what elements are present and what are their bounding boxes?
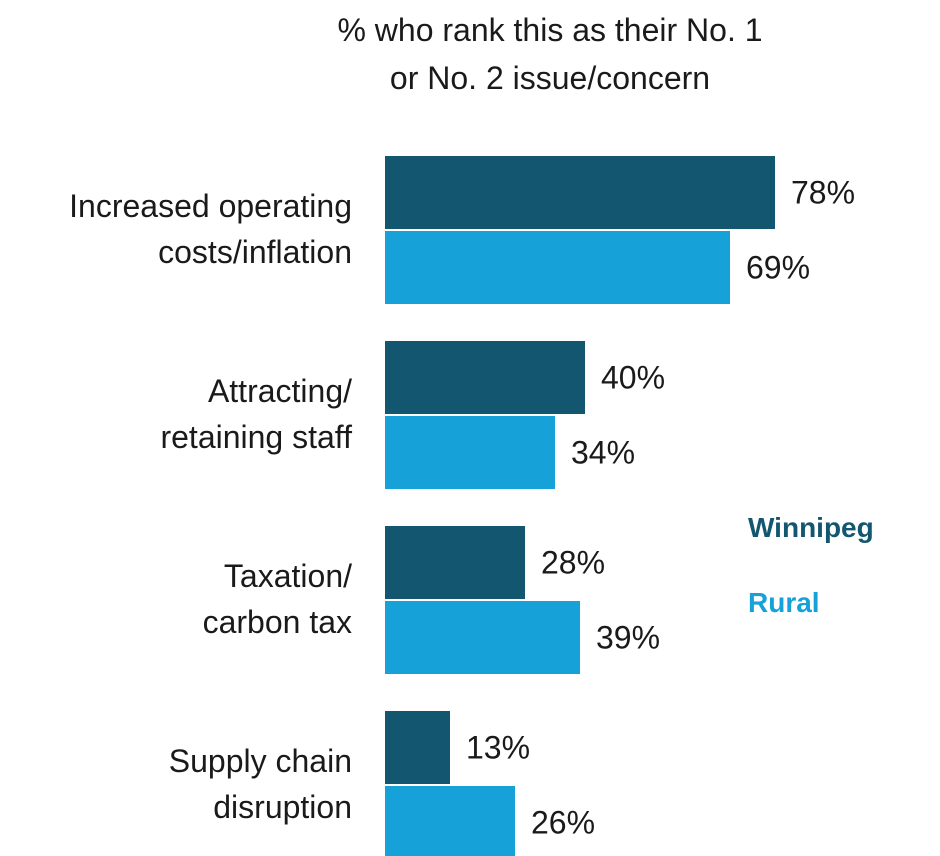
bar-winnipeg [385, 526, 525, 599]
data-label: 34% [571, 435, 635, 471]
data-label: 28% [541, 545, 605, 581]
bar-winnipeg [385, 156, 775, 229]
category-label: retaining staff [160, 419, 352, 455]
bar-rural [385, 231, 730, 304]
legend-entry: Winnipeg [748, 512, 874, 543]
chart-title-line-1: % who rank this as their No. 1 [337, 12, 763, 48]
data-label: 40% [601, 360, 665, 396]
bar-rural [385, 416, 555, 489]
bar-rural [385, 601, 580, 674]
category-label: Taxation/ [224, 558, 352, 594]
legend-entry: Rural [748, 587, 820, 618]
bar-winnipeg [385, 711, 450, 784]
data-label: 13% [466, 730, 530, 766]
chart-title-line-2: or No. 2 issue/concern [389, 60, 711, 96]
category-label: carbon tax [203, 604, 352, 640]
bar-rural [385, 786, 515, 856]
bar-winnipeg [385, 341, 585, 414]
data-label: 78% [791, 175, 855, 211]
data-label: 69% [746, 250, 810, 286]
data-label: 39% [596, 620, 660, 656]
category-label: Increased operating [69, 188, 352, 224]
category-label: Attracting/ [208, 373, 352, 409]
category-label: Supply chain [169, 743, 352, 779]
category-label: disruption [213, 789, 352, 825]
data-label: 26% [531, 805, 595, 841]
category-label: costs/inflation [158, 234, 352, 270]
